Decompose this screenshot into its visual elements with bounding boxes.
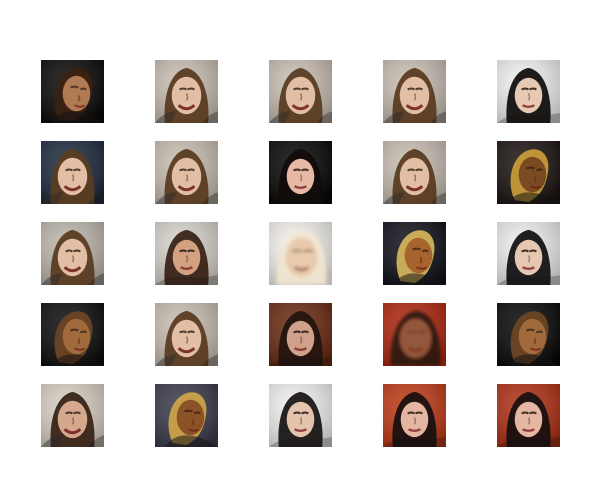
sample-tile <box>383 384 446 447</box>
sample-tile <box>269 60 332 123</box>
sample-tile <box>155 60 218 123</box>
sample-tile <box>155 222 218 285</box>
sample-tile <box>41 60 104 123</box>
sample-tile <box>269 384 332 447</box>
sample-tile <box>383 60 446 123</box>
sample-tile <box>155 384 218 447</box>
sample-tile <box>41 222 104 285</box>
sample-tile <box>155 141 218 204</box>
sample-tile <box>41 141 104 204</box>
sample-tile <box>269 141 332 204</box>
sample-tile <box>383 222 446 285</box>
sample-tile <box>383 303 446 366</box>
sample-tile <box>269 303 332 366</box>
sample-tile <box>269 222 332 285</box>
sample-tile <box>41 384 104 447</box>
sample-tile <box>497 303 560 366</box>
sample-tile <box>497 384 560 447</box>
sample-tile <box>383 141 446 204</box>
sample-tile <box>497 222 560 285</box>
sample-tile <box>497 141 560 204</box>
sample-tile <box>41 303 104 366</box>
sample-tile <box>497 60 560 123</box>
sample-tile <box>155 303 218 366</box>
